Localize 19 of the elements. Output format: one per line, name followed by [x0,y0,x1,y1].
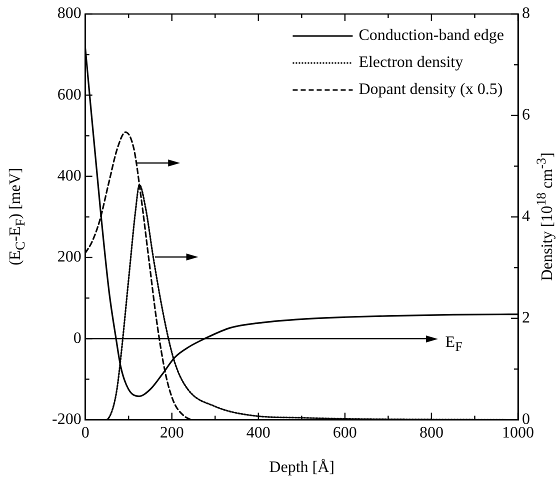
x-axis-title: Depth [Å] [269,458,334,477]
y-tick-label: 800 [57,5,82,22]
y-tick-label: 200 [57,248,82,266]
y-tick-label: -200 [52,411,82,428]
y2-tick-label: 6 [522,106,530,124]
y-tick-label: 600 [57,86,82,104]
legend-label: Dopant density (x 0.5) [358,81,503,98]
legend-label: Electron density [358,54,464,72]
y2-tick-label: 8 [522,5,530,22]
y2-tick-label: 2 [522,310,530,327]
y-tick-label: 0 [73,330,82,347]
x-tick-label: 600 [332,424,357,442]
y2-tick-label: 4 [522,208,530,226]
x-tick-label: 800 [419,424,444,442]
ref-line-label: E$_{F}$ [445,334,462,356]
x-tick-label: 400 [246,424,270,442]
x-tick-label: 200 [160,424,184,442]
legend-label: Conduction-band edge [358,27,504,44]
y-tick-label: 400 [57,168,82,185]
